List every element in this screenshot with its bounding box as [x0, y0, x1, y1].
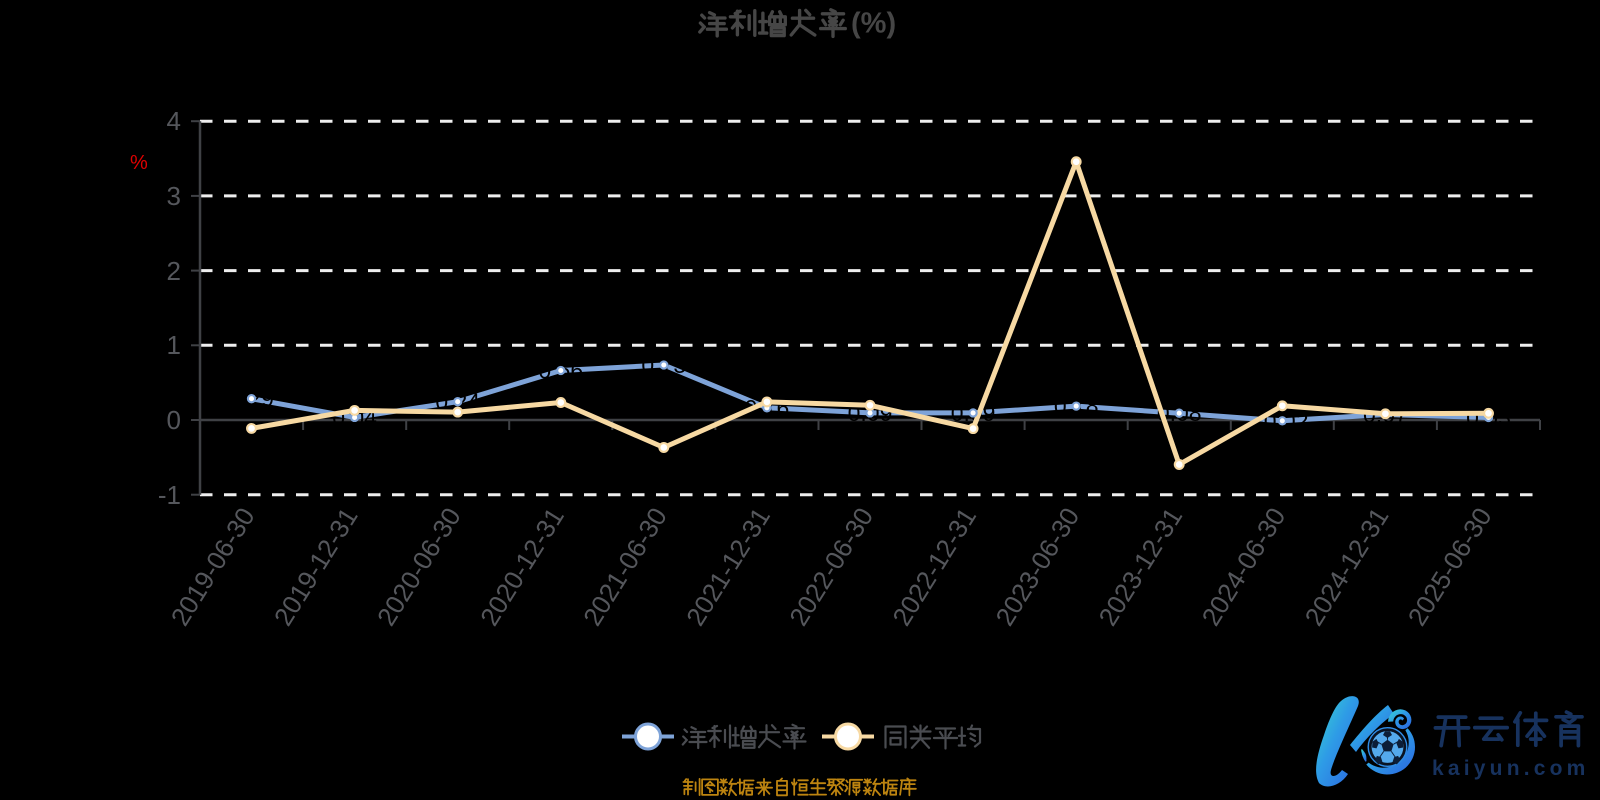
svg-text:1: 1	[167, 330, 181, 360]
svg-text:3: 3	[167, 181, 181, 211]
svg-text:(%): (%)	[851, 8, 896, 40]
svg-text:%: %	[130, 152, 148, 174]
svg-text:-1: -1	[158, 480, 181, 510]
svg-text:0: 0	[167, 405, 181, 435]
svg-text:4: 4	[167, 106, 181, 136]
svg-text:kaiyun.com: kaiyun.com	[1432, 757, 1590, 780]
svg-text:2: 2	[167, 256, 181, 286]
